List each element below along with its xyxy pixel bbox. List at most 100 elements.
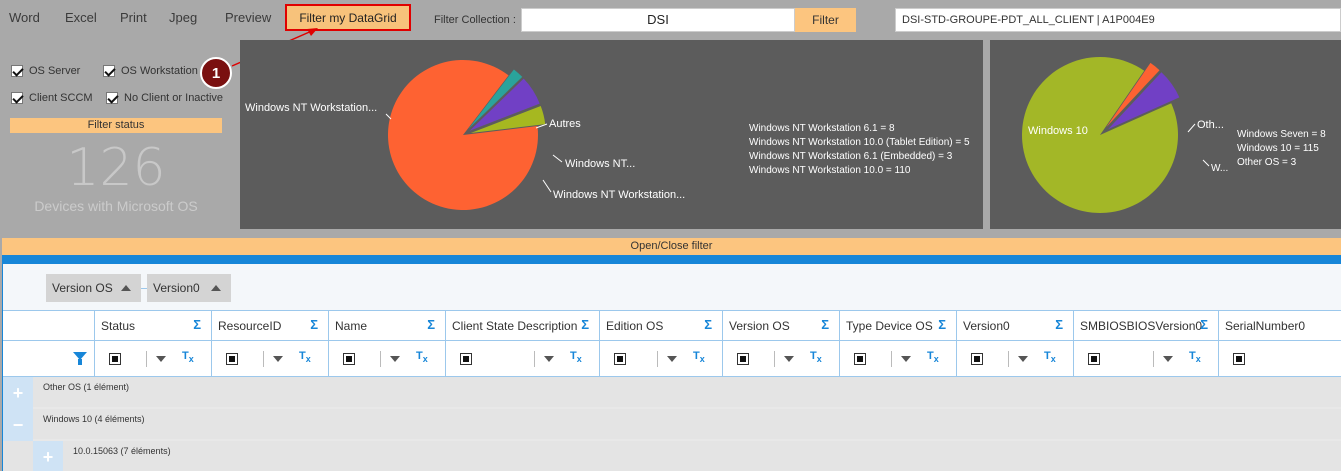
- sum-icon[interactable]: Σ: [1200, 317, 1208, 332]
- clear-filter-icon[interactable]: Tx: [416, 350, 428, 364]
- filter-dropdown-icon[interactable]: [156, 356, 166, 362]
- filter-operator-icon[interactable]: [109, 353, 121, 365]
- filter-status-bar: Filter status: [10, 118, 222, 133]
- clear-filter-icon[interactable]: Tx: [182, 350, 194, 364]
- pie-slice[interactable]: [470, 105, 546, 134]
- filter-operator-icon[interactable]: [614, 353, 626, 365]
- filter-operator-icon[interactable]: [226, 353, 238, 365]
- sum-icon[interactable]: Σ: [938, 317, 946, 332]
- clear-filter-icon[interactable]: Tx: [693, 350, 705, 364]
- column-header-label: Version OS: [729, 319, 790, 333]
- print-button[interactable]: Print: [120, 10, 147, 25]
- sort-ascending-icon[interactable]: [211, 285, 221, 291]
- os-version-legend: Windows NT Workstation 6.1 = 8 Windows NT…: [749, 122, 970, 178]
- clear-filter-icon[interactable]: Tx: [1189, 350, 1201, 364]
- column-header-row: Status Σ ResourceID Σ Name Σ Client State Desc…: [3, 311, 1341, 341]
- pie-slice[interactable]: [469, 78, 540, 131]
- preview-button[interactable]: Preview: [225, 10, 272, 25]
- legend-entry: Windows NT Workstation 10.0 (Tablet Edit…: [749, 137, 970, 148]
- column-header[interactable]: Edition OS Σ: [599, 311, 722, 340]
- os-family-legend: Windows Seven = 8 Windows 10 = 115 Other O…: [1237, 128, 1326, 170]
- collapse-icon[interactable]: −: [3, 409, 33, 441]
- clear-filter-icon[interactable]: Tx: [810, 350, 822, 364]
- filter-collection-input[interactable]: DSI: [521, 8, 795, 32]
- sum-icon[interactable]: Σ: [427, 317, 435, 332]
- column-header[interactable]: Version OS Σ: [722, 311, 839, 340]
- expand-icon[interactable]: +: [33, 441, 63, 471]
- filter-my-datagrid-button[interactable]: Filter my DataGrid: [285, 4, 411, 31]
- clear-filter-subglyph: x: [1195, 354, 1201, 365]
- column-header[interactable]: Status Σ: [94, 311, 211, 340]
- pie-slice[interactable]: [1106, 62, 1160, 128]
- os-server-label: OS Server: [29, 65, 81, 77]
- pie-slice[interactable]: [468, 69, 523, 130]
- column-header[interactable]: ResourceID Σ: [211, 311, 328, 340]
- filter-operator-icon[interactable]: [854, 353, 866, 365]
- clear-filter-icon[interactable]: Tx: [299, 350, 311, 364]
- pie-slice[interactable]: [1108, 72, 1180, 130]
- expand-icon[interactable]: +: [3, 377, 33, 409]
- open-close-filter-bar[interactable]: Open/Close filter: [2, 238, 1341, 255]
- filter-operator-icon[interactable]: [1088, 353, 1100, 365]
- group-chip-version-os[interactable]: Version OS: [46, 274, 141, 302]
- clear-filter-icon[interactable]: Tx: [570, 350, 582, 364]
- filter-button[interactable]: Filter: [795, 8, 856, 32]
- column-header[interactable]: Type Device OS Σ: [839, 311, 956, 340]
- group-chip-version0[interactable]: Version0: [147, 274, 231, 302]
- clear-filter-icon[interactable]: Tx: [1044, 350, 1056, 364]
- pie-slice[interactable]: [1022, 57, 1178, 214]
- client-sccm-label: Client SCCM: [29, 92, 93, 104]
- sum-icon[interactable]: Σ: [193, 317, 201, 332]
- sum-icon[interactable]: Σ: [704, 317, 712, 332]
- pie-slice[interactable]: [388, 60, 538, 211]
- filter-dropdown-icon[interactable]: [901, 356, 911, 362]
- filter-operator-icon[interactable]: [1233, 353, 1245, 365]
- column-filter-cell: Tx: [722, 341, 839, 376]
- filter-dropdown-icon[interactable]: [273, 356, 283, 362]
- checkbox-checked-icon[interactable]: [103, 65, 115, 77]
- os-server-checkbox[interactable]: OS Server: [11, 65, 80, 77]
- column-filter-cell: Tx: [1073, 341, 1218, 376]
- column-header[interactable]: SerialNumber0: [1218, 311, 1341, 340]
- column-header[interactable]: Name Σ: [328, 311, 445, 340]
- os-version-chart-panel: Windows NT Workstation... Autres Windows N…: [240, 40, 983, 229]
- device-count: 126: [66, 138, 166, 198]
- filter-dropdown-icon[interactable]: [784, 356, 794, 362]
- filter-dropdown-icon[interactable]: [390, 356, 400, 362]
- filter-operator-icon[interactable]: [737, 353, 749, 365]
- client-sccm-checkbox[interactable]: Client SCCM: [11, 92, 93, 104]
- excel-export-button[interactable]: Excel: [65, 10, 97, 25]
- filter-collection-label: Filter Collection :: [434, 14, 516, 26]
- jpeg-export-button[interactable]: Jpeg: [169, 10, 198, 25]
- filter-dropdown-icon[interactable]: [544, 356, 554, 362]
- filter-dropdown-icon[interactable]: [1018, 356, 1028, 362]
- sum-icon[interactable]: Σ: [1055, 317, 1063, 332]
- clear-filter-subglyph: x: [188, 354, 194, 365]
- checkbox-checked-icon[interactable]: [106, 92, 118, 104]
- filter-funnel-icon[interactable]: [73, 352, 87, 365]
- column-header[interactable]: SMBIOSBIOSVersion0 Σ: [1073, 311, 1218, 340]
- checkbox-checked-icon[interactable]: [11, 65, 23, 77]
- filter-separator: [534, 351, 535, 367]
- group-row: + 10.0.15063 (7 éléments): [3, 441, 1341, 471]
- word-export-button[interactable]: Word: [9, 10, 40, 25]
- no-client-checkbox[interactable]: No Client or Inactive: [106, 92, 223, 104]
- checkbox-checked-icon[interactable]: [11, 92, 23, 104]
- collection-name-field[interactable]: DSI-STD-GROUPE-PDT_ALL_CLIENT | A1P004E9: [895, 8, 1341, 32]
- filter-operator-icon[interactable]: [971, 353, 983, 365]
- sort-ascending-icon[interactable]: [121, 285, 131, 291]
- column-header[interactable]: Client State Description Σ: [445, 311, 599, 340]
- top-toolbar: Word Excel Print Jpeg Preview Filter my …: [0, 0, 1341, 38]
- filter-dropdown-icon[interactable]: [667, 356, 677, 362]
- filter-operator-icon[interactable]: [460, 353, 472, 365]
- sum-icon[interactable]: Σ: [581, 317, 589, 332]
- os-workstation-checkbox[interactable]: OS Workstation: [103, 65, 198, 77]
- sum-icon[interactable]: Σ: [310, 317, 318, 332]
- filter-operator-icon[interactable]: [343, 353, 355, 365]
- sum-icon[interactable]: Σ: [821, 317, 829, 332]
- column-filter-cell: Tx: [211, 341, 328, 376]
- filter-dropdown-icon[interactable]: [1163, 356, 1173, 362]
- clear-filter-icon[interactable]: Tx: [927, 350, 939, 364]
- filter-separator: [657, 351, 658, 367]
- column-header[interactable]: Version0 Σ: [956, 311, 1073, 340]
